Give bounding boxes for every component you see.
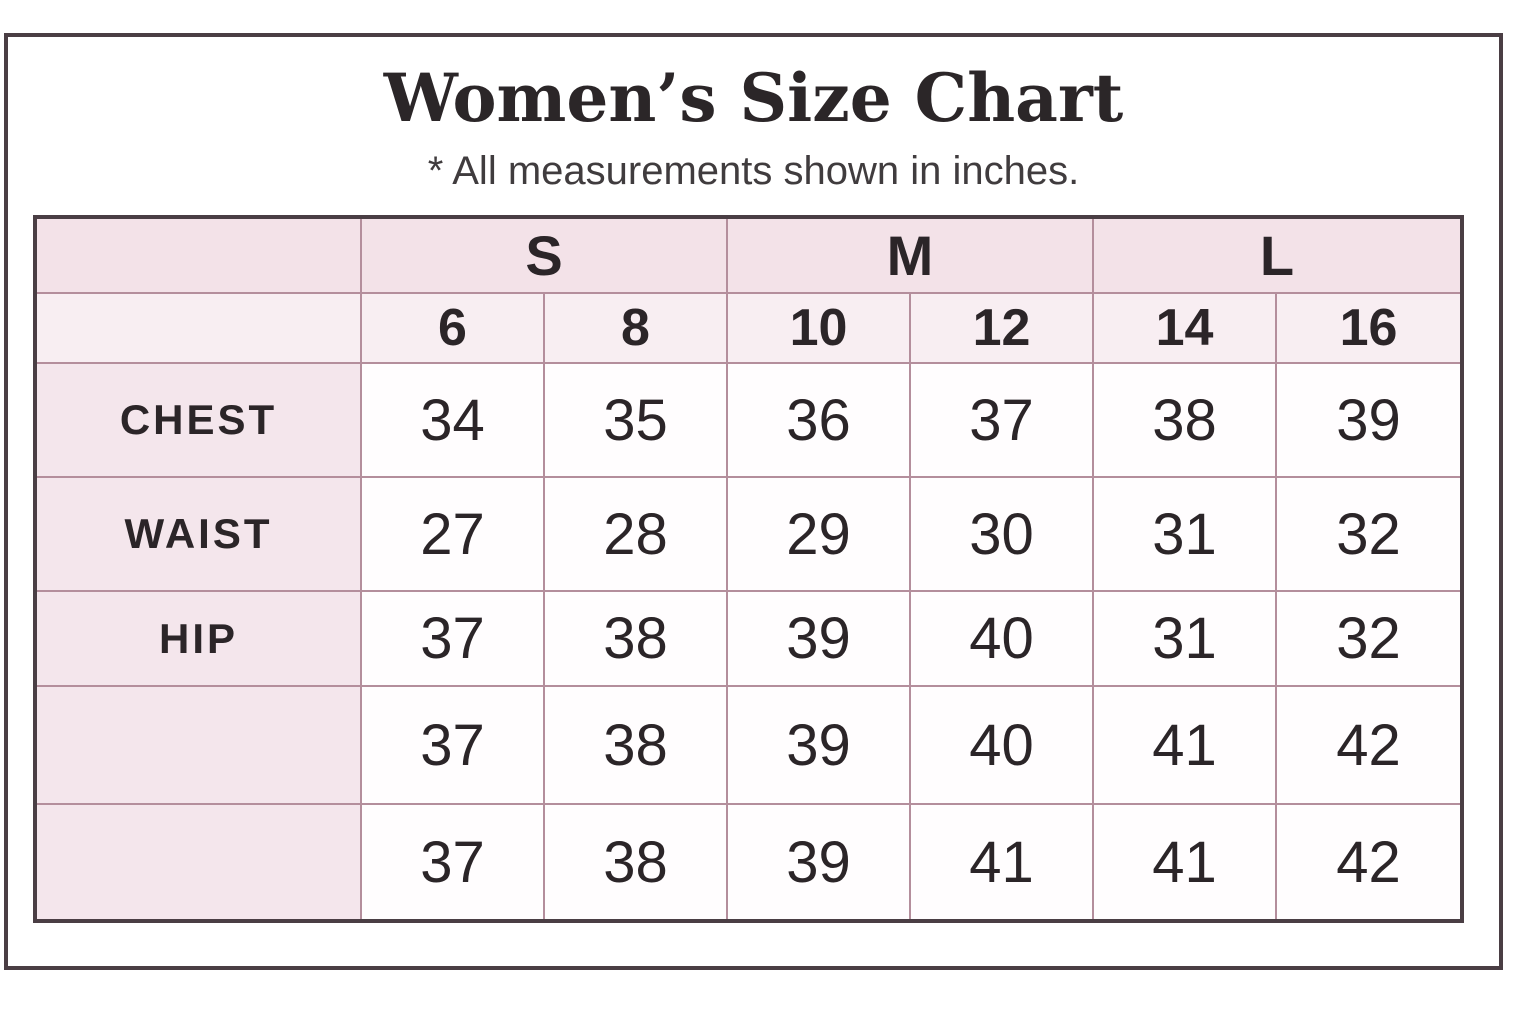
measurement-value-cell: 38 [545,592,728,687]
measurement-value-cell: 29 [728,478,911,592]
size-group-header: L [1094,219,1460,294]
measurement-value-cell: 42 [1277,687,1460,805]
measurement-value-cell: 37 [362,687,545,805]
page-title: Women’s Size Chart [383,59,1124,137]
table-corner-cell [37,219,362,294]
measurement-row-label: HIP [37,592,362,687]
size-table: S M L 6 8 10 12 14 16 CHEST 34 35 36 37 38 39 WAIST 27 28 2… [33,215,1464,923]
measurement-value-cell: 39 [1277,364,1460,478]
measurement-value-cell: 41 [1094,805,1277,919]
measurement-value-cell: 37 [362,592,545,687]
measurement-value-cell: 36 [728,364,911,478]
measurement-row-label [37,805,362,919]
measurement-value-cell: 35 [545,364,728,478]
measurement-value-cell: 40 [911,592,1094,687]
measurement-value-cell: 27 [362,478,545,592]
measurement-value-cell: 30 [911,478,1094,592]
size-number-header: 12 [911,294,1094,364]
size-header-empty-cell [37,294,362,364]
measurement-value-cell: 37 [362,805,545,919]
measurement-value-cell: 34 [362,364,545,478]
size-group-header: M [728,219,1094,294]
measurement-value-cell: 38 [1094,364,1277,478]
size-number-header: 16 [1277,294,1460,364]
measurement-value-cell: 31 [1094,592,1277,687]
measurement-value-cell: 28 [545,478,728,592]
measurement-value-cell: 37 [911,364,1094,478]
size-group-header: S [362,219,728,294]
measurement-value-cell: 32 [1277,478,1460,592]
measurement-value-cell: 39 [728,687,911,805]
measurement-value-cell: 40 [911,687,1094,805]
measurement-value-cell: 38 [545,805,728,919]
measurement-row-label: WAIST [37,478,362,592]
measurement-value-cell: 31 [1094,478,1277,592]
size-number-header: 10 [728,294,911,364]
size-number-header: 6 [362,294,545,364]
measurement-value-cell: 39 [728,592,911,687]
measurements-note: * All measurements shown in inches. [427,149,1080,193]
measurement-value-cell: 41 [1094,687,1277,805]
chart-frame: Women’s Size Chart * All measurements sh… [4,33,1503,970]
measurement-value-cell: 42 [1277,805,1460,919]
measurement-value-cell: 39 [728,805,911,919]
measurement-value-cell: 41 [911,805,1094,919]
size-number-header: 8 [545,294,728,364]
measurement-row-label: CHEST [37,364,362,478]
measurement-row-label [37,687,362,805]
measurement-value-cell: 38 [545,687,728,805]
size-number-header: 14 [1094,294,1277,364]
measurement-value-cell: 32 [1277,592,1460,687]
